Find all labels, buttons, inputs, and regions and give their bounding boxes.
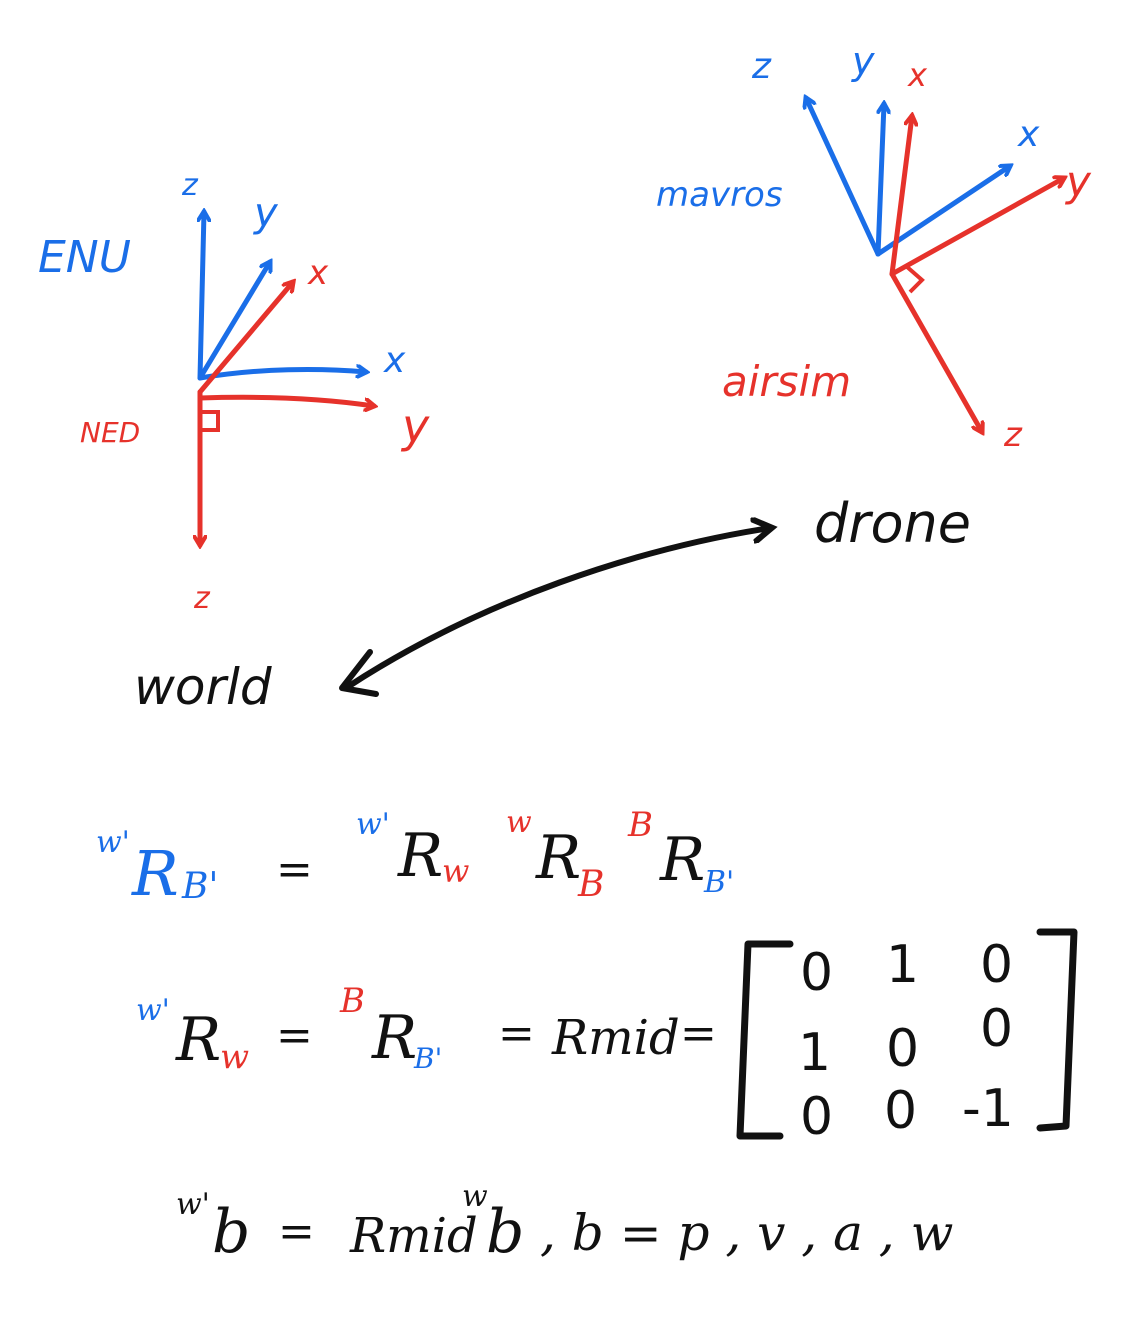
eq3-lhs-prefix: w' — [176, 1187, 210, 1222]
eq1-t3-sub: B' — [703, 865, 734, 900]
ned-y-axis — [197, 394, 374, 406]
eq2-equals-3: = — [680, 1008, 717, 1059]
matrix-cell: 0 — [980, 935, 1013, 995]
ned-label: NED — [80, 416, 140, 449]
eq3-lhs-b: b — [212, 1197, 250, 1267]
eq3-tail: , b = p , v , a , w — [540, 1204, 953, 1262]
eq2-rmid: Rmid — [551, 1010, 680, 1066]
eq2-a-sub: w — [220, 1037, 249, 1077]
enu-y-label: y — [253, 190, 279, 236]
mavros-airsim-frames: mavros airsim z y x x y z — [656, 39, 1092, 455]
matrix-right-bracket — [1036, 928, 1078, 1132]
enu-z-label: z — [181, 168, 199, 203]
matrix-cell: 0 — [886, 1019, 919, 1079]
matrix-cell: 0 — [980, 999, 1013, 1059]
eq2-a-R: R — [175, 1005, 221, 1075]
eq2-b-R: R — [371, 1003, 417, 1073]
eq1-lhs-prefix: w' — [96, 825, 130, 860]
enu-label: ENU — [38, 232, 131, 283]
airsim-right-angle — [904, 264, 925, 294]
mavros-z-axis — [806, 98, 881, 257]
mavros-y-label: y — [851, 39, 875, 83]
mavros-x-axis — [875, 166, 1010, 257]
eq1-t1-prefix: w' — [356, 807, 390, 842]
eq3-rmid: Rmid — [349, 1208, 478, 1264]
eq1-t2-R: R — [535, 823, 581, 893]
eq1-equals: = — [276, 844, 313, 895]
eq2-b-prefix: B — [339, 981, 365, 1021]
airsim-y-axis — [889, 178, 1064, 277]
eq1-t1-sub: w — [442, 852, 469, 890]
airsim-y-label: y — [1064, 157, 1092, 206]
airsim-x-axis — [889, 116, 912, 277]
eq1-lhs-sub: B' — [181, 866, 218, 907]
airsim-z-axis — [889, 271, 982, 432]
equation-rotation-chain: w' R B' = w' R w w R B B R B' — [96, 805, 734, 910]
matrix-cells: 0 1 0 1 0 0 0 0 -1 — [798, 935, 1014, 1147]
drone-label: drone — [814, 492, 971, 555]
eq1-t1-R: R — [397, 821, 443, 891]
mavros-label: mavros — [656, 175, 783, 215]
mavros-z-label: z — [751, 46, 772, 87]
matrix-cell: 1 — [886, 935, 919, 995]
matrix-cell: 0 — [884, 1081, 917, 1141]
mavros-y-axis — [875, 104, 884, 257]
matrix-cell: 0 — [800, 943, 833, 1003]
eq3-r-prefix: w — [462, 1179, 488, 1214]
ned-y-label: y — [400, 399, 430, 453]
eq1-lhs-R: R — [131, 837, 179, 910]
ned-x-axis — [197, 282, 293, 395]
ned-z-label: z — [193, 581, 211, 616]
matrix-left-bracket — [736, 940, 794, 1140]
eq1-t3-R: R — [659, 825, 705, 895]
eq2-a-prefix: w' — [136, 993, 170, 1028]
equation-rmid-matrix: w' R w = B R B' = Rmid = 0 1 0 1 0 0 0 0… — [136, 928, 1078, 1147]
matrix-cell: -1 — [962, 1079, 1014, 1139]
enu-z-axis — [200, 212, 204, 381]
mavros-x-label: x — [1017, 114, 1040, 155]
eq2-equals-2: = — [498, 1008, 535, 1059]
eq2-equals-1: = — [276, 1010, 313, 1061]
equation-vector-transform: w' b = Rmid w b , b = p , v , a , w — [176, 1179, 953, 1267]
ned-x-label: x — [307, 253, 329, 293]
enu-x-label: x — [383, 340, 406, 381]
matrix-cell: 0 — [800, 1087, 833, 1147]
eq3-equals: = — [278, 1206, 315, 1257]
eq3-r-b: b — [486, 1197, 524, 1267]
world-drone-link: world drone — [134, 492, 971, 716]
double-headed-arrow — [343, 528, 770, 691]
arrowhead-left — [339, 649, 379, 697]
enu-y-axis — [197, 262, 270, 381]
eq1-t2-sub: B — [577, 864, 604, 905]
world-label: world — [134, 658, 272, 716]
ned-right-angle — [200, 410, 220, 432]
eq2-b-sub: B' — [413, 1042, 442, 1075]
enu-ned-frames: ENU NED z y x x y z — [38, 168, 430, 616]
eq1-t2-prefix: w — [506, 805, 532, 840]
airsim-x-label: x — [907, 56, 928, 94]
enu-x-axis — [197, 370, 366, 381]
airsim-label: airsim — [722, 357, 851, 406]
airsim-z-label: z — [1003, 415, 1023, 455]
matrix-cell: 1 — [798, 1023, 831, 1083]
eq1-t3-prefix: B — [627, 805, 653, 845]
